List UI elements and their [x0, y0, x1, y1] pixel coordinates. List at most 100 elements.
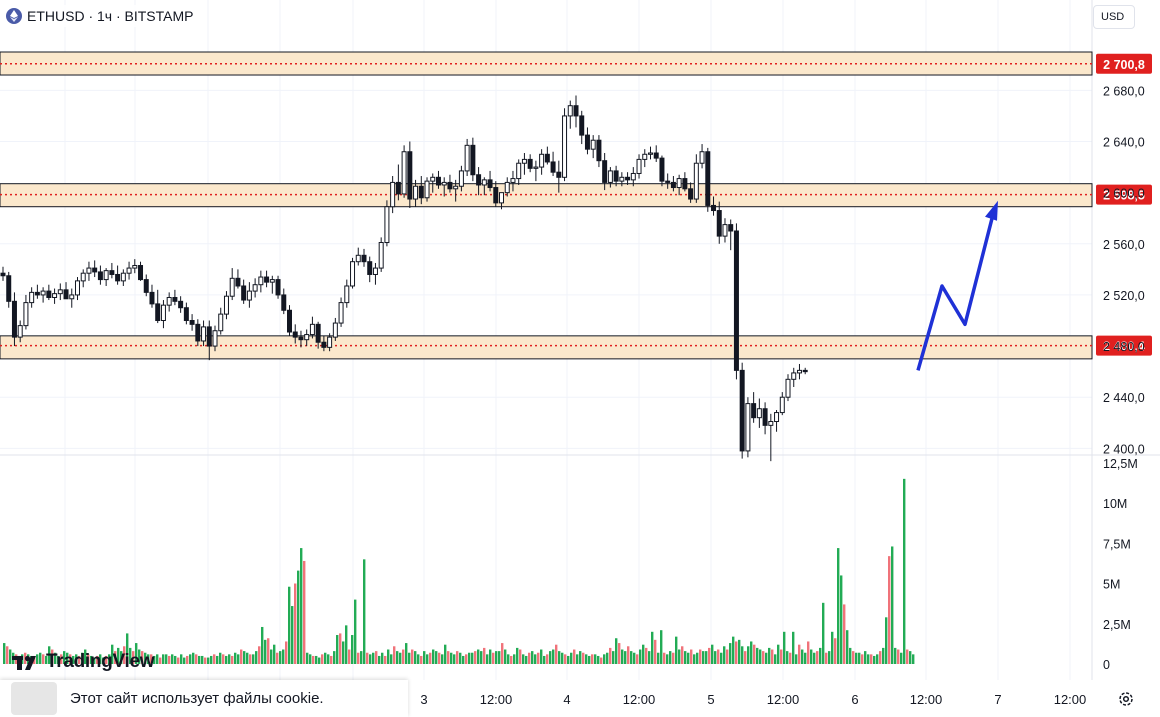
volume-bar: [138, 649, 141, 664]
x-tick-label: 12:00: [623, 692, 656, 707]
candle: [395, 164, 401, 201]
candle: [229, 268, 235, 301]
y-tick-label: 2 520,0: [1103, 289, 1145, 303]
candle-body: [40, 290, 46, 296]
volume-bar: [447, 651, 450, 664]
volume-bar: [558, 651, 561, 664]
volume-bar: [597, 655, 600, 664]
volume-bar: [306, 652, 309, 664]
candle: [258, 270, 264, 293]
settings-gear-icon[interactable]: [1117, 690, 1135, 708]
currency-selector[interactable]: USD: [1093, 5, 1135, 29]
cookie-banner-text: Этот сайт использует файлы cookie.: [70, 690, 324, 707]
volume-bar: [753, 644, 756, 664]
volume-bar: [234, 652, 237, 664]
candle-body: [57, 289, 63, 295]
candle: [745, 397, 751, 458]
volume-bar: [843, 604, 846, 664]
volume-bar: [105, 655, 108, 664]
volume-bar: [396, 651, 399, 664]
volume-bar: [819, 647, 822, 664]
candle: [453, 179, 459, 202]
tradingview-logo[interactable]: TradingView: [12, 651, 155, 673]
volume-bar: [756, 647, 759, 664]
volume-bar: [540, 649, 543, 664]
candle-body: [143, 279, 149, 293]
candle: [653, 145, 659, 162]
volume-bar: [129, 647, 132, 664]
volume-bar: [66, 652, 69, 664]
x-tick-label: 5: [707, 692, 714, 707]
volume-bar: [246, 652, 249, 664]
candle-body: [126, 267, 132, 274]
candle: [298, 330, 304, 348]
volume-bar: [453, 654, 456, 664]
candle: [481, 177, 487, 196]
volume-bar: [93, 657, 96, 664]
x-tick-label: 12:00: [767, 692, 800, 707]
candle: [195, 319, 201, 347]
symbol-title[interactable]: ETHUSD · 1ч · BITSTAMP: [27, 8, 194, 24]
candle-body: [235, 277, 241, 287]
candle-body: [315, 323, 321, 343]
volume-bar: [804, 652, 807, 664]
volume-bar: [90, 655, 93, 664]
volume-bar: [351, 635, 354, 664]
candle-body: [401, 151, 407, 195]
candle: [733, 223, 739, 380]
volume-bar: [393, 646, 396, 664]
candle-body: [160, 304, 166, 322]
candle: [607, 167, 613, 188]
volume-bar: [903, 478, 906, 664]
candle-body: [659, 157, 665, 182]
candle: [304, 329, 310, 347]
volume-bar: [468, 652, 471, 664]
volume-bar: [63, 651, 66, 664]
candle-body: [413, 185, 419, 200]
candle-body: [132, 265, 138, 269]
candle-body: [647, 152, 653, 155]
candle: [178, 296, 184, 313]
volume-bar: [525, 655, 528, 664]
candle: [407, 141, 413, 208]
candle-body: [229, 277, 235, 297]
volume-bar: [420, 655, 423, 664]
candle: [120, 269, 126, 286]
volume-bar: [195, 654, 198, 664]
candle-body: [774, 412, 780, 423]
candle: [46, 284, 52, 301]
volume-bar: [450, 652, 453, 664]
candle: [521, 153, 527, 175]
volume-bar: [108, 654, 111, 664]
volume-tick-label: 7,5M: [1103, 537, 1131, 551]
volume-bar: [261, 626, 264, 664]
candle-body: [556, 171, 562, 178]
volume-bar: [474, 651, 477, 664]
volume-bar: [60, 654, 63, 664]
candle: [275, 275, 281, 299]
volume-bar: [6, 646, 9, 664]
volume-bar: [243, 651, 246, 664]
volume-bar: [684, 651, 687, 664]
volume-bar: [714, 651, 717, 664]
volume-bar: [723, 646, 726, 664]
candle: [241, 279, 247, 304]
volume-bar: [345, 625, 348, 664]
candle-body: [739, 369, 745, 452]
volume-bar: [324, 652, 327, 664]
volume-bar: [528, 652, 531, 664]
volume-bar: [213, 654, 216, 664]
candle-body: [699, 151, 705, 164]
volume-bar: [651, 631, 654, 664]
volume-bar: [333, 651, 336, 664]
candle: [579, 110, 585, 145]
volume-bar: [318, 657, 321, 664]
volume-bar: [681, 646, 684, 664]
volume-bar: [87, 654, 90, 664]
volume-bar: [456, 651, 459, 664]
volume-bar: [810, 649, 813, 664]
candle-body: [802, 369, 808, 373]
volume-bar: [891, 546, 894, 664]
volume-bar: [285, 641, 288, 664]
